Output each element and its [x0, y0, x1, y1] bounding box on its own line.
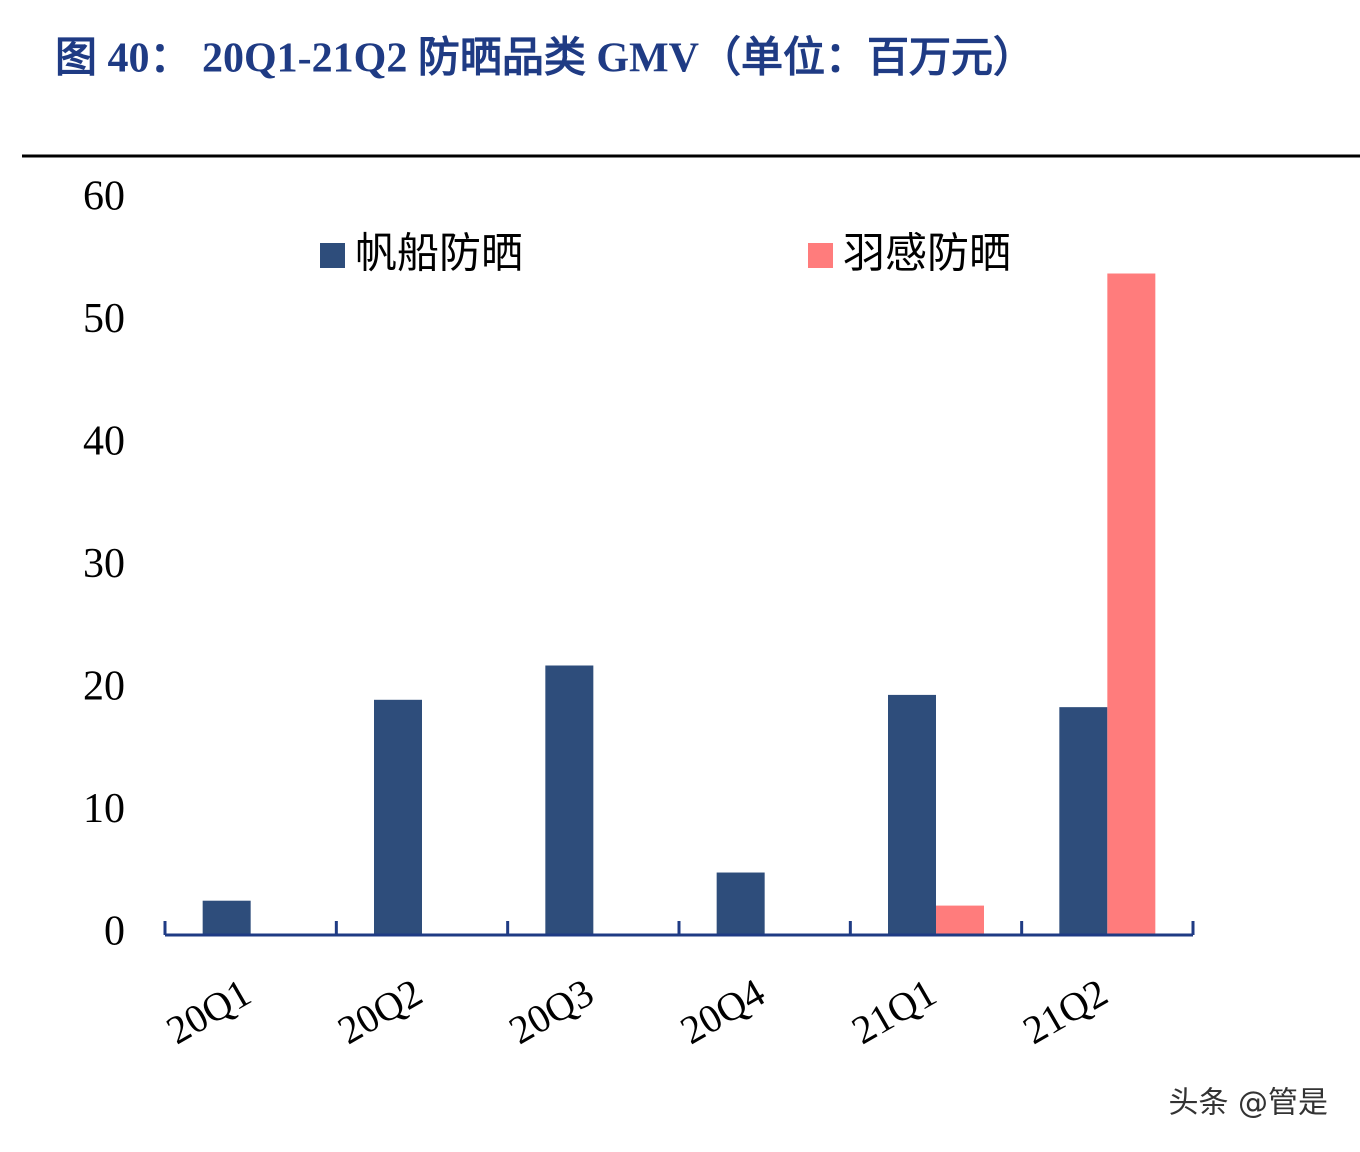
bar: [716, 872, 765, 935]
bar: [1107, 273, 1156, 935]
legend-swatch: [808, 243, 833, 268]
y-tick-label: 20: [83, 664, 125, 710]
y-tick-label: 10: [83, 786, 125, 832]
y-tick-label: 60: [83, 174, 125, 220]
bar: [888, 694, 936, 935]
watermark: 头条 @管是: [1168, 1086, 1328, 1121]
y-tick-label: 50: [83, 296, 125, 342]
y-tick-label: 30: [83, 541, 125, 587]
legend-label: 羽感防晒: [843, 229, 1011, 278]
bar: [374, 699, 422, 935]
legend-swatch: [320, 243, 345, 268]
bar: [1059, 707, 1108, 935]
legend-label: 帆船防晒: [355, 229, 523, 278]
y-tick-label: 40: [83, 419, 125, 465]
bar: [202, 900, 251, 935]
bar: [545, 665, 594, 935]
bar: [936, 905, 984, 935]
chart-title: 图 40： 20Q1-21Q2 防晒品类 GMV（单位：百万元）: [55, 35, 1035, 82]
y-tick-label: 0: [104, 909, 125, 955]
